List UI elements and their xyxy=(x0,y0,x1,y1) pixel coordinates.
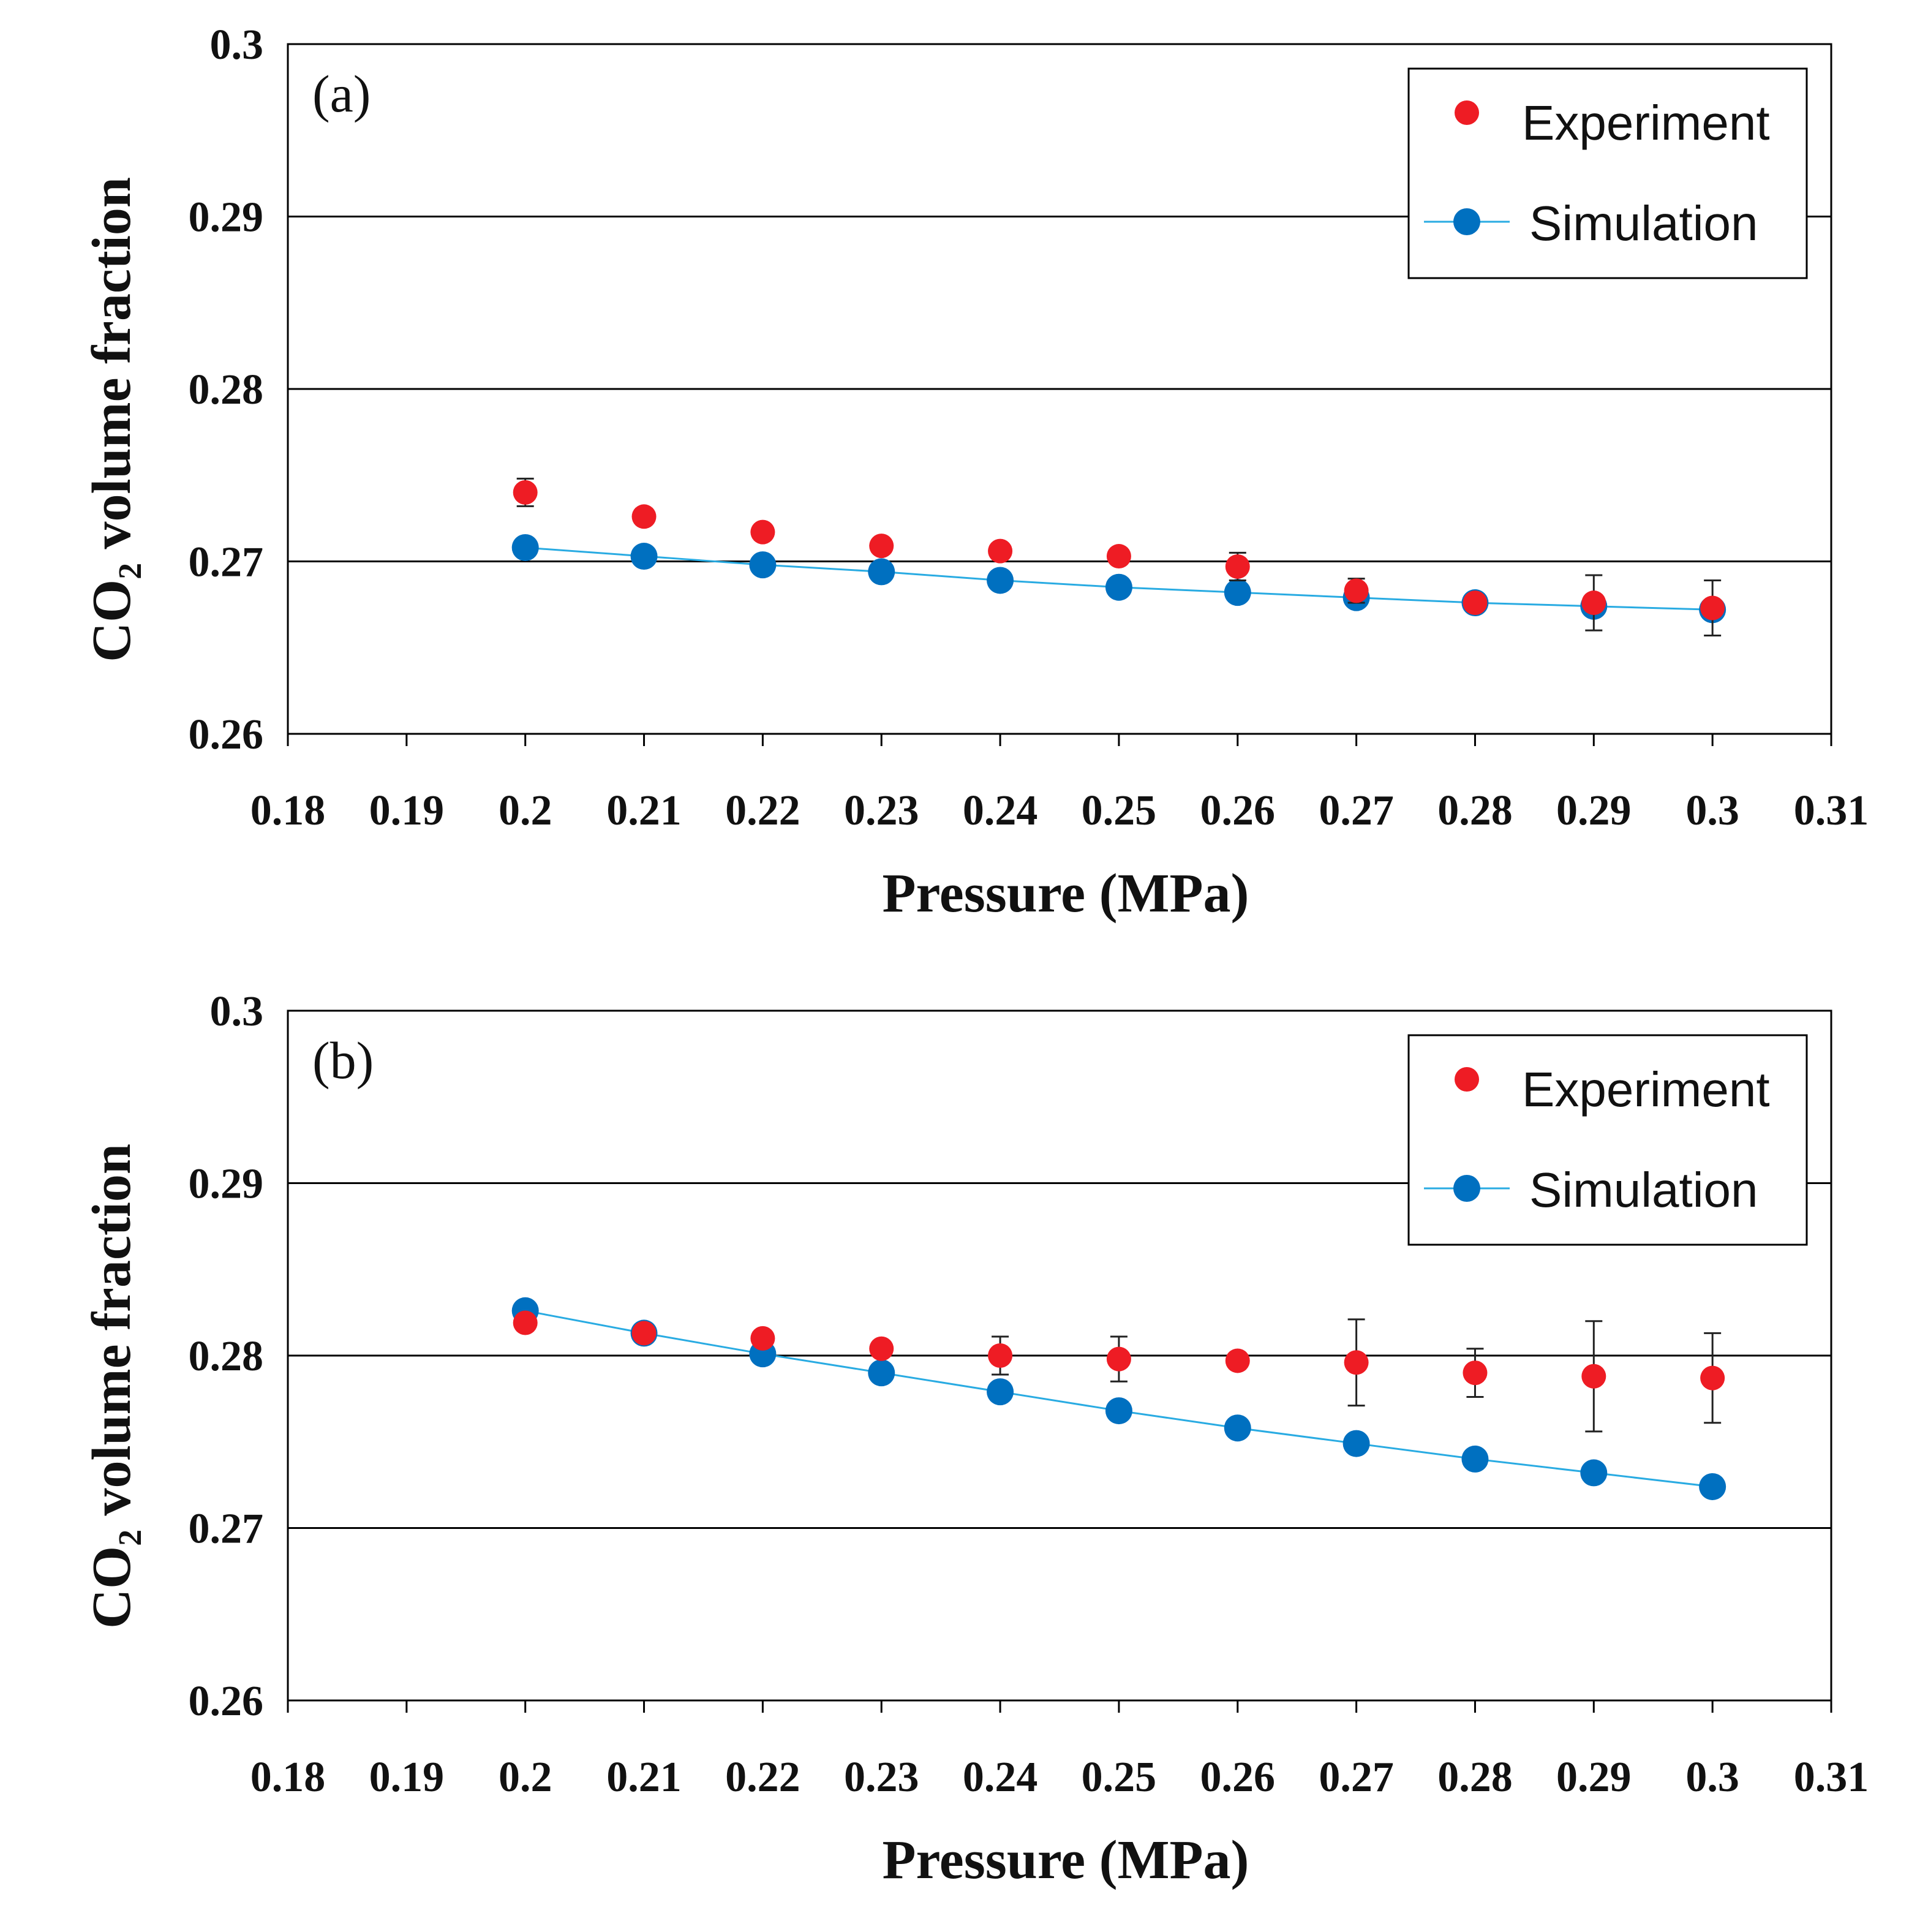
experiment-point xyxy=(1225,554,1250,579)
x-tick-label: 0.21 xyxy=(606,787,682,834)
x-tick-label: 0.22 xyxy=(725,1754,800,1801)
x-tick-label: 0.24 xyxy=(963,1754,1038,1801)
experiment-point xyxy=(988,538,1013,564)
experiment-point xyxy=(631,1321,657,1346)
experiment-point xyxy=(1106,1346,1131,1372)
legend-simulation-label: Simulation xyxy=(1529,1163,1758,1217)
experiment-point xyxy=(1463,591,1488,616)
x-tick-label: 0.2 xyxy=(499,787,552,834)
experiment-point xyxy=(513,480,538,505)
simulation-point xyxy=(749,551,777,579)
legend-experiment-label: Experiment xyxy=(1522,96,1770,150)
y-tick-label: 0.27 xyxy=(189,1506,264,1553)
y-tick-label: 0.28 xyxy=(189,366,264,413)
experiment-point xyxy=(513,1310,538,1335)
x-tick-label: 0.2 xyxy=(499,1754,552,1801)
chart-panel-a: 0.18 0.19 0.2 0.21 0.22 0.23 0.24 0.25 0.26 0.27 0… xyxy=(81,21,1869,924)
simulation-point xyxy=(987,1378,1014,1406)
x-tick-label: 0.18 xyxy=(250,1754,326,1801)
legend-simulation-marker xyxy=(1453,1175,1480,1202)
y-tick-label: 0.3 xyxy=(210,988,264,1035)
experiment-point xyxy=(1225,1348,1250,1373)
experiment-point xyxy=(750,519,775,545)
legend-box xyxy=(1407,1034,1808,1246)
simulation-point xyxy=(1224,579,1251,606)
experiment-point xyxy=(1700,595,1725,621)
x-tick-label: 0.29 xyxy=(1556,787,1632,834)
simulation-point xyxy=(1105,1397,1132,1425)
experiment-point xyxy=(1344,578,1369,603)
simulation-point xyxy=(1342,1430,1370,1457)
simulation-point xyxy=(1461,1445,1489,1473)
x-tick-label: 0.3 xyxy=(1685,787,1739,834)
simulation-point xyxy=(1224,1414,1251,1442)
x-tick-label: 0.26 xyxy=(1200,1754,1276,1801)
legend: Experiment Simulation xyxy=(1407,67,1808,279)
legend: Experiment Simulation xyxy=(1407,1034,1808,1246)
experiment-point xyxy=(988,1343,1013,1368)
experiment-point xyxy=(869,534,894,559)
x-tick-label: 0.26 xyxy=(1200,787,1276,834)
x-tick-label: 0.29 xyxy=(1556,1754,1632,1801)
simulation-point xyxy=(868,558,895,586)
legend-simulation-marker xyxy=(1453,208,1480,235)
legend-experiment-marker xyxy=(1455,100,1479,125)
simulation-point xyxy=(987,567,1014,594)
simulation-point xyxy=(1105,573,1132,601)
panel-label: (a) xyxy=(312,64,371,123)
legend-experiment-marker xyxy=(1455,1067,1479,1092)
experiment-point xyxy=(750,1326,775,1351)
y-tick-label: 0.3 xyxy=(210,21,264,69)
experiment-point xyxy=(1700,1365,1725,1391)
x-tick-label: 0.28 xyxy=(1437,787,1513,834)
x-tick-label: 0.23 xyxy=(844,787,919,834)
plot-area-border xyxy=(287,43,1832,735)
simulation-point xyxy=(1699,1473,1726,1500)
simulation-point xyxy=(511,534,539,561)
x-tick-label: 0.3 xyxy=(1685,1754,1739,1801)
panel-label: (b) xyxy=(312,1031,374,1090)
x-tick-label: 0.24 xyxy=(963,787,1038,834)
x-tick-label: 0.25 xyxy=(1082,787,1157,834)
chart-panel-b: 0.18 0.19 0.2 0.21 0.22 0.23 0.24 0.25 0.26 0.27 0… xyxy=(81,988,1869,1890)
y-tick-label: 0.26 xyxy=(189,1678,264,1725)
x-tick-label: 0.31 xyxy=(1794,787,1869,834)
y-axis-title: CO₂ volume fraction xyxy=(81,1144,142,1629)
x-tick-label: 0.18 xyxy=(250,787,326,834)
x-tick-label: 0.27 xyxy=(1319,1754,1394,1801)
y-tick-label: 0.27 xyxy=(189,539,264,586)
experiment-point xyxy=(1581,591,1606,616)
y-tick-label: 0.29 xyxy=(189,194,264,241)
x-axis-title: Pressure (MPa) xyxy=(883,1830,1249,1890)
legend-box xyxy=(1407,67,1808,279)
x-tick-label: 0.19 xyxy=(369,1754,445,1801)
experiment-point xyxy=(1463,1360,1488,1386)
x-tick-label: 0.27 xyxy=(1319,787,1394,834)
y-tick-label: 0.28 xyxy=(189,1333,264,1380)
x-tick-label: 0.28 xyxy=(1437,1754,1513,1801)
simulation-point xyxy=(1580,1459,1608,1487)
simulation-point xyxy=(868,1359,895,1387)
x-tick-label: 0.31 xyxy=(1794,1754,1869,1801)
experiment-point xyxy=(1344,1350,1369,1375)
experiment-point xyxy=(1581,1364,1606,1389)
y-axis-title: CO₂ volume fraction xyxy=(81,177,142,662)
x-tick-label: 0.22 xyxy=(725,787,800,834)
simulation-point xyxy=(630,543,658,570)
y-tick-label: 0.29 xyxy=(189,1161,264,1208)
y-tick-label: 0.26 xyxy=(189,711,264,758)
x-axis-title: Pressure (MPa) xyxy=(883,863,1249,924)
legend-simulation-label: Simulation xyxy=(1529,196,1758,251)
plot-area-border xyxy=(287,1009,1832,1702)
x-tick-label: 0.25 xyxy=(1082,1754,1157,1801)
x-tick-label: 0.19 xyxy=(369,787,445,834)
x-tick-label: 0.21 xyxy=(606,1754,682,1801)
experiment-point xyxy=(1106,544,1131,569)
experiment-point xyxy=(869,1336,894,1361)
experiment-point xyxy=(631,504,657,529)
legend-experiment-label: Experiment xyxy=(1522,1062,1770,1117)
x-tick-label: 0.23 xyxy=(844,1754,919,1801)
